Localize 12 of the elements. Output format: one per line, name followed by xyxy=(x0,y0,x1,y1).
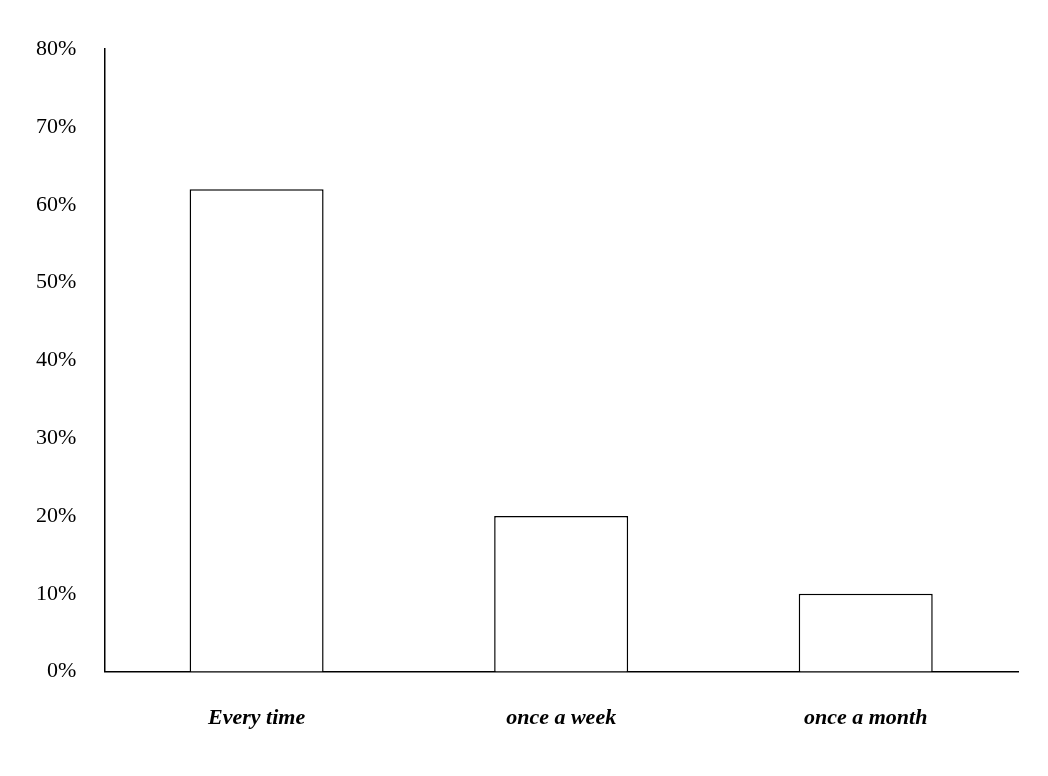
x-tick-label: once a month xyxy=(803,704,928,730)
y-tick-label: 20% xyxy=(36,501,77,527)
y-tick-label: 10% xyxy=(36,579,77,605)
x-tick-label: once a week xyxy=(506,704,617,730)
y-tick-label: 70% xyxy=(36,112,77,138)
y-tick-label: 30% xyxy=(36,423,77,449)
y-tick-label: 80% xyxy=(36,34,77,60)
y-tick-label: 40% xyxy=(36,346,77,372)
y-tick-label: 0% xyxy=(47,657,77,683)
y-tick-label: 50% xyxy=(36,268,77,294)
x-tick-label: Every time xyxy=(207,704,306,730)
y-tick-label: 60% xyxy=(36,190,77,216)
